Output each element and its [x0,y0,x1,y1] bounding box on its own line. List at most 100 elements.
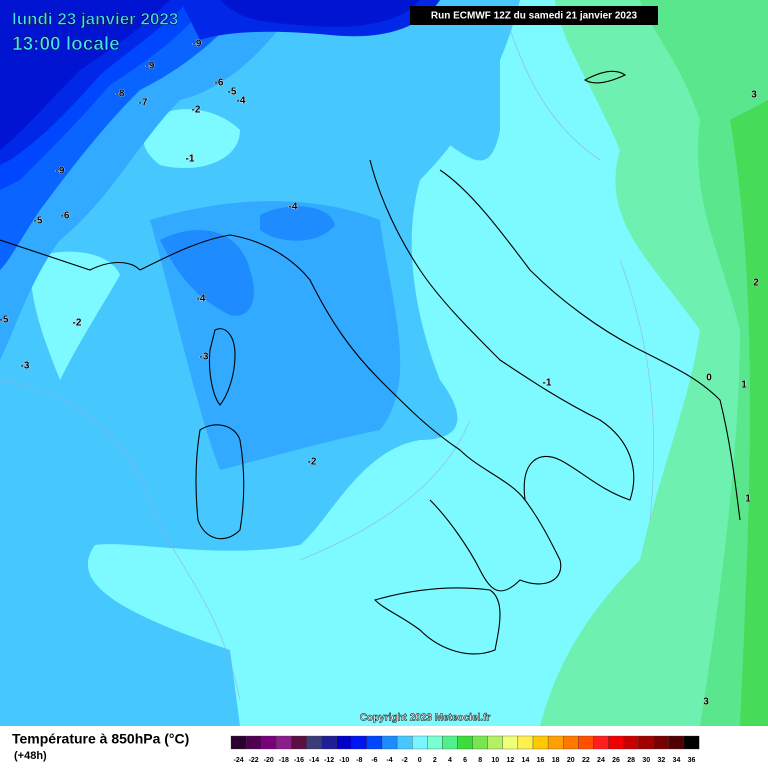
contour-label: -3 [21,361,30,372]
legend-label: -18 [279,757,289,764]
contour-label: -4 [237,96,246,107]
legend-swatch [578,735,594,750]
legend-label: 18 [552,757,560,764]
legend-label: 28 [627,757,635,764]
legend-swatch [276,735,292,750]
legend-label: -14 [309,757,319,764]
legend-swatch [638,735,654,750]
contour-label: -4 [289,202,298,213]
contour-label: -4 [197,294,206,305]
legend-swatch [291,735,307,750]
legend-swatch [306,735,322,750]
contour-label: -9 [56,166,65,177]
legend-swatch [351,735,368,750]
color-scale: -24 -22 -20 -18 -16 -14 -12 -10 -8 -6 -4 -2 0 2 4 6 8 10 1… [230,735,700,764]
legend-label: -20 [264,757,274,764]
contour-label: 3 [751,90,757,101]
legend-swatch [230,735,247,750]
contour-label: -9 [146,61,155,72]
contour-label: -9 [193,39,202,50]
legend-swatch [653,735,670,750]
legend-label: -6 [371,757,377,764]
legend-label: -24 [233,757,243,764]
legend-label: 30 [642,757,650,764]
contour-label: -6 [61,211,70,222]
contour-label: -1 [186,154,195,165]
legend-label: 8 [478,757,482,764]
legend-label: -4 [386,757,392,764]
legend-swatch [472,735,488,750]
contour-label: -3 [200,352,209,363]
legend-label: -2 [402,757,408,764]
legend-label: 36 [688,757,696,764]
contour-label: -5 [0,315,9,326]
legend-swatch [442,735,458,750]
legend-label: 32 [657,757,665,764]
legend-swatch [502,735,519,750]
contour-label: -8 [116,89,125,100]
contour-label: -2 [73,318,82,329]
legend-swatch [547,735,564,750]
legend-swatch [457,735,473,750]
contour-label: -5 [34,216,43,227]
legend-swatch [593,735,609,750]
contour-label: -2 [308,457,317,468]
contour-label: 3 [703,697,709,708]
contour-labels: -9-9-8-7-6-5-4-2-1-9-5 -6-4-4-3-2-5-3-2-1… [0,38,760,708]
legend-label: -8 [356,757,362,764]
temperature-field [0,0,768,726]
legend-label: 6 [463,757,467,764]
forecast-date: lundi 23 janvier 2023 [12,9,178,28]
legend-swatch [366,735,383,750]
legend-title: Température à 850hPa (°C) [12,731,189,747]
legend-label: 20 [567,757,575,764]
legend-swatch [261,735,277,750]
legend-swatch [321,735,337,750]
legend-label: -10 [339,757,349,764]
run-label: Run ECMWF 12Z du samedi 21 janvier 2023 [431,11,638,22]
legend-label: -12 [324,757,334,764]
run-box [410,6,658,25]
legend-label: 26 [612,757,620,764]
contour-label: 1 [745,494,751,505]
legend-swatch [532,735,549,750]
legend-swatch [517,735,534,750]
contour-label: -7 [139,98,148,109]
copyright: Copyright 2023 Meteociel.fr [360,713,491,724]
legend-label: 24 [597,757,605,764]
legend-label: 34 [673,757,681,764]
contour-label: 2 [753,278,759,289]
legend-swatch [336,735,352,750]
legend-swatch [396,735,413,750]
legend-label: -22 [249,757,259,764]
legend-swatch [623,735,639,750]
contour-label: 0 [706,373,712,384]
legend-swatch [608,735,624,750]
legend-label: 0 [418,757,422,764]
legend-swatch [245,735,262,750]
lead-time: (+48h) [14,750,47,762]
forecast-time: 13:00 locale [12,34,120,55]
legend-label: -16 [294,757,304,764]
legend-swatch [381,735,398,750]
coastlines [0,70,741,655]
legend-label: 4 [448,757,452,764]
legend-label: 22 [582,757,590,764]
legend-swatch [487,735,503,750]
contour-label: 1 [741,380,747,391]
legend-swatch [412,735,428,750]
legend-label: 10 [491,757,499,764]
contour-label: -1 [543,378,552,389]
legend-swatch [427,735,443,750]
legend-label: 14 [522,757,530,764]
contour-label: -5 [228,87,237,98]
legend-swatch [683,735,700,750]
legend-label: 12 [506,757,514,764]
legend-label: 2 [433,757,437,764]
contour-label: -2 [192,105,201,116]
legend-swatch [668,735,685,750]
legend-label: 16 [537,757,545,764]
legend-swatch [563,735,579,750]
